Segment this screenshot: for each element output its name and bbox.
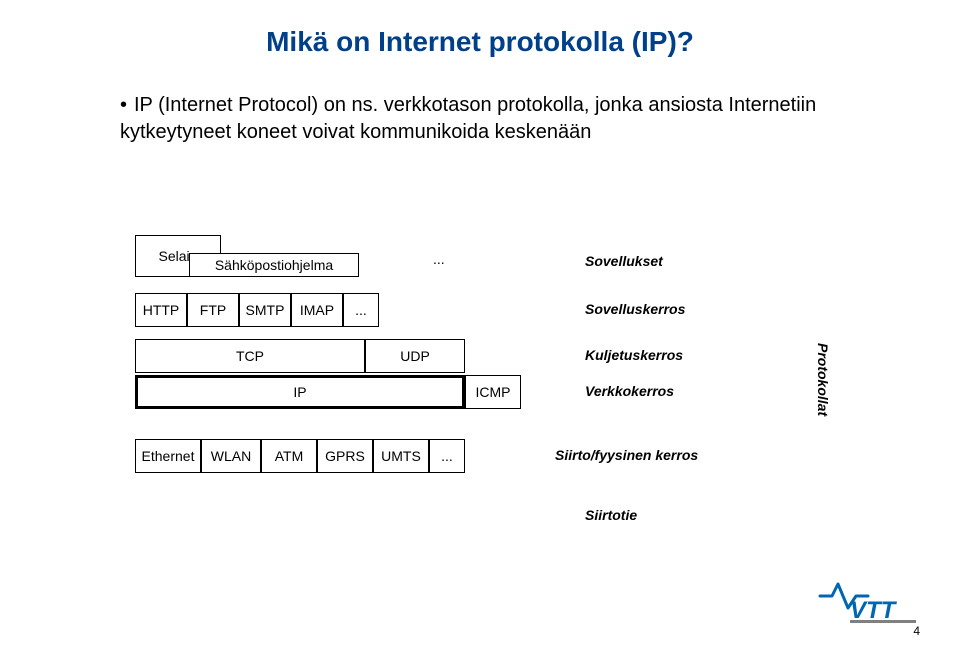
cell-imap: IMAP (291, 293, 343, 327)
cell-icmp: ICMP (465, 375, 521, 409)
cell-tcp: TCP (135, 339, 365, 373)
cell-mail: Sähköpostiohjelma (189, 253, 359, 277)
label-apps-dots: ... (433, 251, 445, 267)
cell-app-dots: ... (343, 293, 379, 327)
label-sovelluskerros: Sovelluskerros (585, 301, 685, 317)
label-verkkokerros: Verkkokerros (585, 383, 674, 399)
cell-ftp: FTP (187, 293, 239, 327)
cell-umts: UMTS (373, 439, 429, 473)
cell-udp: UDP (365, 339, 465, 373)
bullet-dot: • (120, 92, 134, 119)
bullet-text: IP (Internet Protocol) on ns. verkkotaso… (120, 94, 816, 143)
page-number: 4 (913, 624, 920, 638)
page-title: Mikä on Internet protokolla (IP)? (0, 26, 960, 58)
cell-ethernet: Ethernet (135, 439, 201, 473)
label-siirto: Siirto/fyysinen kerros (555, 447, 698, 463)
cell-ip: IP (135, 375, 465, 409)
cell-smtp: SMTP (239, 293, 291, 327)
cell-wlan: WLAN (201, 439, 261, 473)
label-protokollat: Protokollat (815, 343, 831, 416)
svg-text:VTT: VTT (850, 597, 898, 624)
cell-gprs: GPRS (317, 439, 373, 473)
label-kuljetuskerros: Kuljetuskerros (585, 347, 683, 363)
cell-atm: ATM (261, 439, 317, 473)
cell-link-dots: ... (429, 439, 465, 473)
label-siirtotie: Siirtotie (585, 507, 637, 523)
label-sovellukset: Sovellukset (585, 253, 663, 269)
network-stack-diagram: Selain Sähköpostiohjelma ... Sovellukset… (135, 235, 825, 575)
vtt-logo: VTT (818, 578, 928, 624)
cell-http: HTTP (135, 293, 187, 327)
bullet-paragraph: •IP (Internet Protocol) on ns. verkkotas… (120, 92, 840, 146)
